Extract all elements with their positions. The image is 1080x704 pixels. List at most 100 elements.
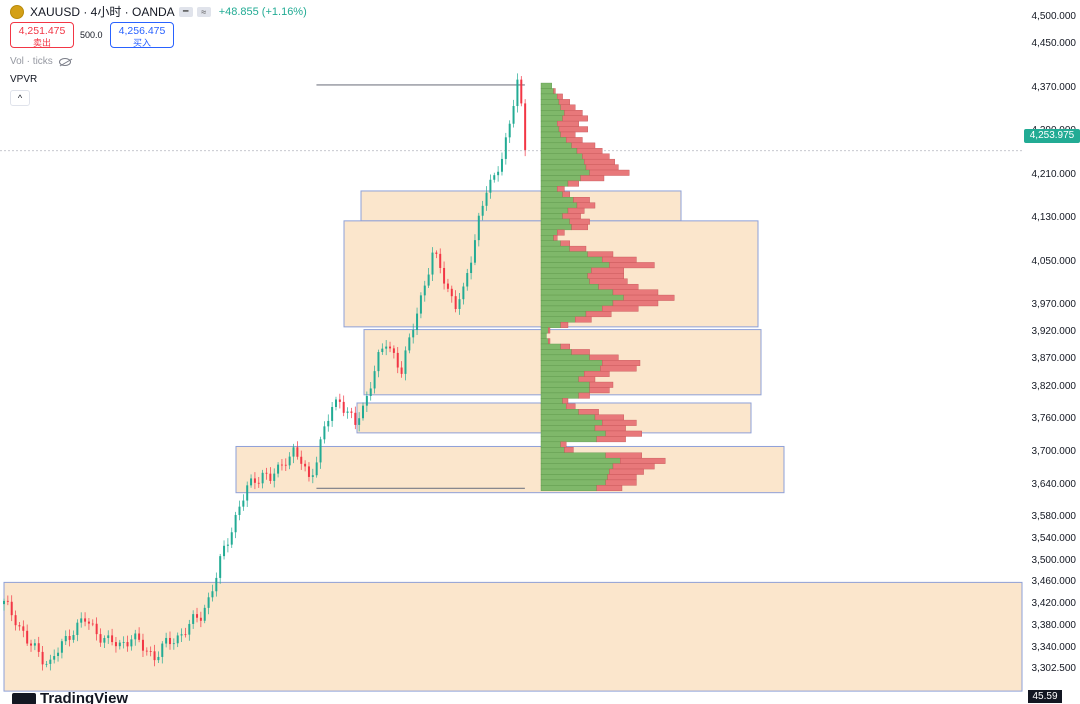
- vp-up-bar: [540, 99, 560, 106]
- candle-body: [33, 643, 36, 646]
- candle-body: [215, 577, 218, 592]
- candle-body: [435, 252, 438, 254]
- vp-up-bar: [540, 120, 558, 127]
- buy-label: 买入: [132, 38, 151, 48]
- axis-tick-label: 4,050.000: [1031, 255, 1077, 267]
- vp-down-bar: [598, 283, 639, 290]
- vp-down-bar: [605, 452, 642, 459]
- axis-tick-label: 3,340.000: [1031, 641, 1077, 653]
- vpvr-label[interactable]: VPVR: [10, 74, 38, 85]
- candle-body: [377, 352, 380, 372]
- vp-down-bar: [575, 316, 592, 323]
- candle-body: [427, 274, 430, 286]
- vp-up-bar: [540, 267, 592, 274]
- axis-tick-label: 3,920.000: [1031, 326, 1077, 338]
- vp-down-bar: [612, 463, 655, 470]
- vp-up-bar: [540, 131, 561, 138]
- vp-up-bar: [540, 235, 554, 241]
- candle-body: [489, 179, 492, 193]
- vp-up-bar: [540, 191, 563, 198]
- vp-down-bar: [557, 229, 565, 236]
- vp-down-bar: [587, 251, 614, 258]
- vp-up-bar: [540, 262, 610, 269]
- vp-up-bar: [540, 305, 603, 312]
- collapse-chevron-icon[interactable]: ^: [10, 90, 30, 106]
- vp-down-bar: [609, 262, 655, 269]
- vp-up-bar: [540, 213, 563, 220]
- candle-body: [219, 556, 222, 578]
- candle-body: [80, 618, 83, 623]
- candle-body: [126, 642, 129, 647]
- candle-body: [443, 267, 446, 284]
- vp-down-bar: [567, 180, 580, 187]
- vp-up-bar: [540, 180, 569, 187]
- tradingview-wordmark: TradingView: [40, 690, 129, 704]
- candle-body: [26, 630, 29, 644]
- vp-down-bar: [571, 142, 596, 149]
- sell-button[interactable]: 4,251.475 卖出: [10, 22, 74, 48]
- candle-body: [300, 456, 303, 464]
- vp-down-bar: [566, 137, 583, 144]
- vp-down-bar: [564, 447, 574, 453]
- candle-body: [122, 642, 125, 643]
- vp-up-bar: [540, 436, 597, 443]
- vp-up-bar: [540, 202, 578, 209]
- candle-body: [385, 346, 388, 349]
- vp-down-bar: [602, 256, 637, 263]
- minus-icon[interactable]: ━: [178, 6, 193, 17]
- candle-body: [111, 635, 114, 643]
- vp-up-bar: [540, 316, 576, 323]
- vp-up-bar: [540, 218, 570, 225]
- wave-icon[interactable]: ≈: [196, 6, 211, 17]
- candle-body: [103, 638, 106, 643]
- candle-body: [520, 79, 523, 104]
- candle-body: [57, 652, 60, 656]
- candle-body: [323, 426, 326, 440]
- sr-zone: [360, 190, 682, 222]
- vp-down-bar: [594, 414, 624, 421]
- vp-up-bar: [540, 398, 563, 405]
- vp-up-bar: [540, 104, 561, 111]
- volume-indicator[interactable]: Vol · ticks: [10, 56, 71, 67]
- candle-body: [512, 106, 515, 124]
- candle-body: [500, 158, 503, 172]
- axis-tick-label: 3,760.000: [1031, 413, 1077, 425]
- vp-up-bar: [540, 322, 561, 328]
- buy-button[interactable]: 4,256.475 买入: [110, 22, 174, 48]
- vp-up-bar: [540, 485, 597, 492]
- vp-up-bar: [540, 88, 554, 95]
- candle-body: [342, 401, 345, 413]
- vp-up-bar: [540, 370, 585, 377]
- vp-up-bar: [540, 110, 565, 116]
- vp-down-bar: [571, 224, 588, 231]
- tradingview-logo[interactable]: TradingView: [12, 690, 128, 704]
- hide-eye-icon[interactable]: [58, 57, 71, 66]
- vp-down-bar: [623, 294, 675, 301]
- vp-down-bar: [589, 381, 614, 388]
- symbol-title[interactable]: XAUUSD · 4小时 · OANDA: [30, 5, 175, 19]
- vp-up-bar: [540, 332, 547, 339]
- candle-body: [288, 456, 291, 466]
- vp-down-bar: [558, 99, 571, 106]
- candle-body: [481, 205, 484, 216]
- vp-up-bar: [540, 327, 549, 334]
- candle-body: [72, 635, 75, 640]
- price-change: +48.855 (+1.16%): [218, 5, 307, 18]
- candle-body: [134, 633, 137, 640]
- candle-body: [184, 634, 187, 636]
- vp-up-bar: [540, 251, 588, 258]
- vp-down-bar: [589, 169, 630, 176]
- candle-body: [458, 299, 461, 310]
- candle-body: [381, 348, 384, 353]
- candle-body: [30, 643, 33, 646]
- vp-down-bar: [566, 403, 576, 410]
- vp-up-bar: [540, 474, 608, 481]
- candle-body: [114, 642, 117, 647]
- candle-body: [473, 240, 476, 263]
- candle-body: [91, 623, 94, 625]
- vp-up-bar: [540, 365, 601, 372]
- candle-body: [14, 615, 17, 626]
- candle-body: [107, 635, 110, 639]
- candle-body: [68, 636, 71, 640]
